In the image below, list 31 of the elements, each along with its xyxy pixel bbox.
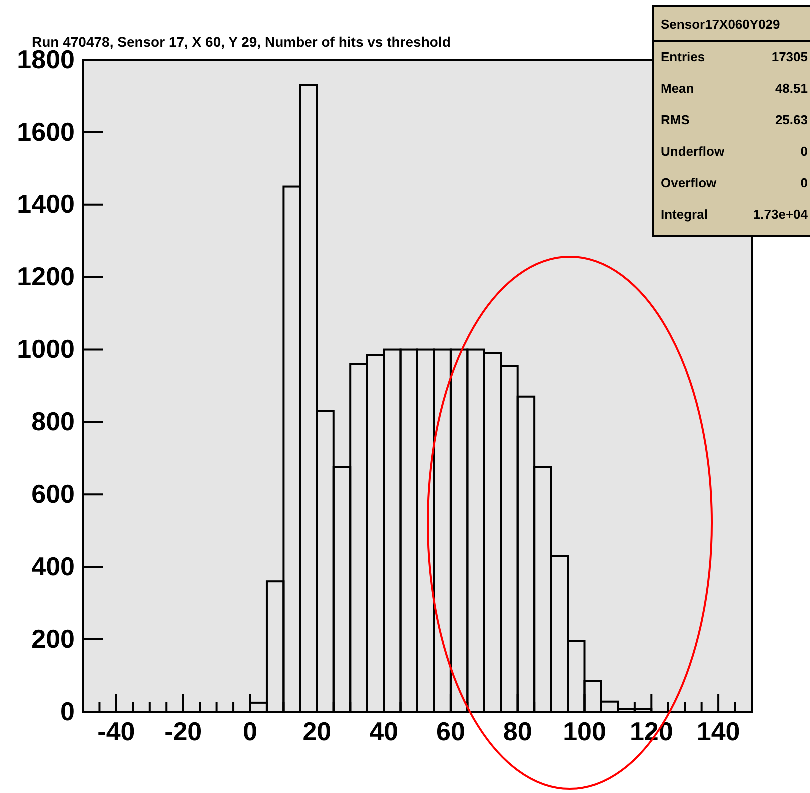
text: Sensor17X060Y029 bbox=[661, 17, 780, 32]
text: 25.63 bbox=[775, 112, 808, 128]
y-tick-label: 1200 bbox=[17, 262, 75, 292]
text: 0 bbox=[800, 144, 808, 159]
annotation: Integral bbox=[661, 207, 708, 222]
y-tick-label: 0 bbox=[60, 696, 75, 726]
text: 1.73e+04 bbox=[753, 207, 809, 222]
y-tick-label: 1400 bbox=[17, 189, 75, 220]
text: 17305 bbox=[772, 50, 808, 64]
y-tick-label: 1600 bbox=[17, 116, 75, 147]
y-tick-label: 600 bbox=[32, 478, 75, 509]
text: 0 bbox=[800, 176, 808, 190]
annotation: RMS bbox=[661, 112, 690, 128]
x-tick-label: -40 bbox=[98, 716, 136, 746]
annotation: Underflow bbox=[661, 144, 726, 159]
x-tick-label: 140 bbox=[696, 716, 740, 746]
text: 48.51 bbox=[775, 81, 808, 96]
x-tick-label: -20 bbox=[164, 716, 202, 746]
x-tick-label: 40 bbox=[370, 716, 399, 746]
y-tick-label: 800 bbox=[32, 406, 75, 437]
x-tick-label: 20 bbox=[302, 716, 332, 746]
x-tick-label: 80 bbox=[503, 716, 532, 746]
annotation: Entries bbox=[661, 50, 706, 64]
y-tick-label: 1000 bbox=[17, 334, 75, 364]
x-tick-label: 0 bbox=[243, 716, 258, 746]
annotation: Overflow bbox=[661, 176, 718, 190]
y-tick-label: 200 bbox=[32, 624, 75, 654]
x-tick-label: 100 bbox=[563, 716, 606, 746]
y-tick-label: 400 bbox=[32, 551, 75, 582]
annotation: Mean bbox=[661, 81, 694, 96]
x-tick-label: 60 bbox=[436, 716, 466, 746]
